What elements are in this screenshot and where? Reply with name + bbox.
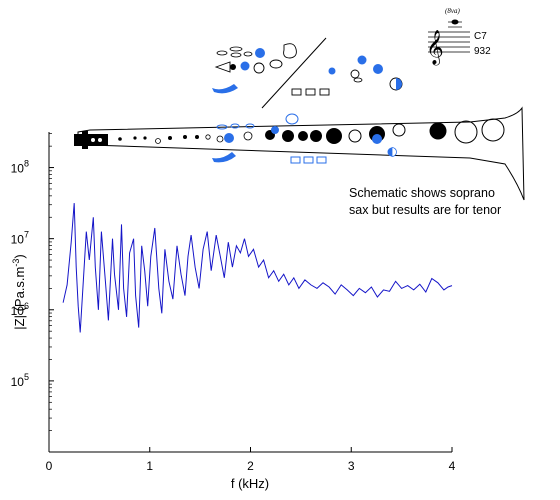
ottava-mark: (8va) xyxy=(445,7,460,15)
note-head xyxy=(451,19,459,25)
staff-notation: 𝄞 (8va) C7 932 xyxy=(426,7,491,66)
y-tick-label: 108 xyxy=(11,159,29,176)
annotation-line-2: sax but results are for tenor xyxy=(349,203,501,217)
sax-body-outline xyxy=(77,106,525,201)
annotation-line-1: Schematic shows soprano xyxy=(349,186,495,200)
y-tick-label: 106 xyxy=(11,301,29,318)
x-tick-label: 4 xyxy=(449,459,456,473)
x-tick-label: 2 xyxy=(247,459,254,473)
impedance-curve xyxy=(62,203,453,333)
y-axis-label: |Z| (Pa.s.m-3) xyxy=(11,254,27,329)
open-tone-holes xyxy=(348,118,505,144)
schematic-divider xyxy=(261,37,327,109)
fingering-schematic xyxy=(74,37,525,201)
treble-clef-icon: 𝄞 xyxy=(426,30,444,66)
y-ticks: 105 106 107 108 xyxy=(11,133,54,431)
x-tick-label: 1 xyxy=(146,459,153,473)
note-name: C7 xyxy=(474,31,487,42)
note-frequency: 932 xyxy=(474,46,491,57)
x-tick-label: 3 xyxy=(348,459,355,473)
x-tick-label: 0 xyxy=(46,459,53,473)
x-ticks: 0 1 2 3 4 xyxy=(46,447,456,473)
small-tone-holes xyxy=(118,135,199,141)
x-axis-label: f (kHz) xyxy=(231,476,269,491)
closed-tone-holes xyxy=(265,122,447,144)
y-tick-label: 107 xyxy=(11,230,29,247)
y-tick-label: 105 xyxy=(11,372,29,389)
upper-key-cluster xyxy=(212,43,403,96)
